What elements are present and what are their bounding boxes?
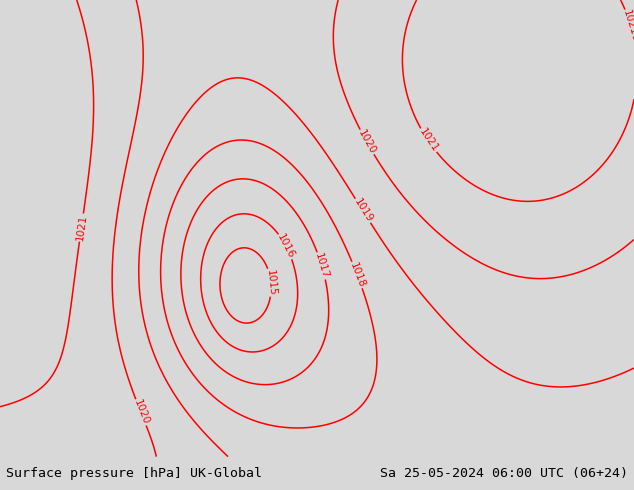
Text: 1017: 1017	[313, 252, 330, 280]
Text: 1020: 1020	[131, 398, 150, 426]
Text: Surface pressure [hPa] UK-Global: Surface pressure [hPa] UK-Global	[6, 467, 262, 480]
Text: 1021: 1021	[621, 9, 634, 37]
Text: 1016: 1016	[275, 232, 297, 260]
Text: 1021: 1021	[417, 127, 439, 154]
Text: 1021: 1021	[75, 214, 88, 242]
Text: 1019: 1019	[352, 197, 374, 224]
Text: 1018: 1018	[348, 261, 366, 289]
Text: 1020: 1020	[356, 128, 378, 156]
Text: Sa 25-05-2024 06:00 UTC (06+24): Sa 25-05-2024 06:00 UTC (06+24)	[380, 467, 628, 480]
Text: 1015: 1015	[264, 269, 277, 296]
